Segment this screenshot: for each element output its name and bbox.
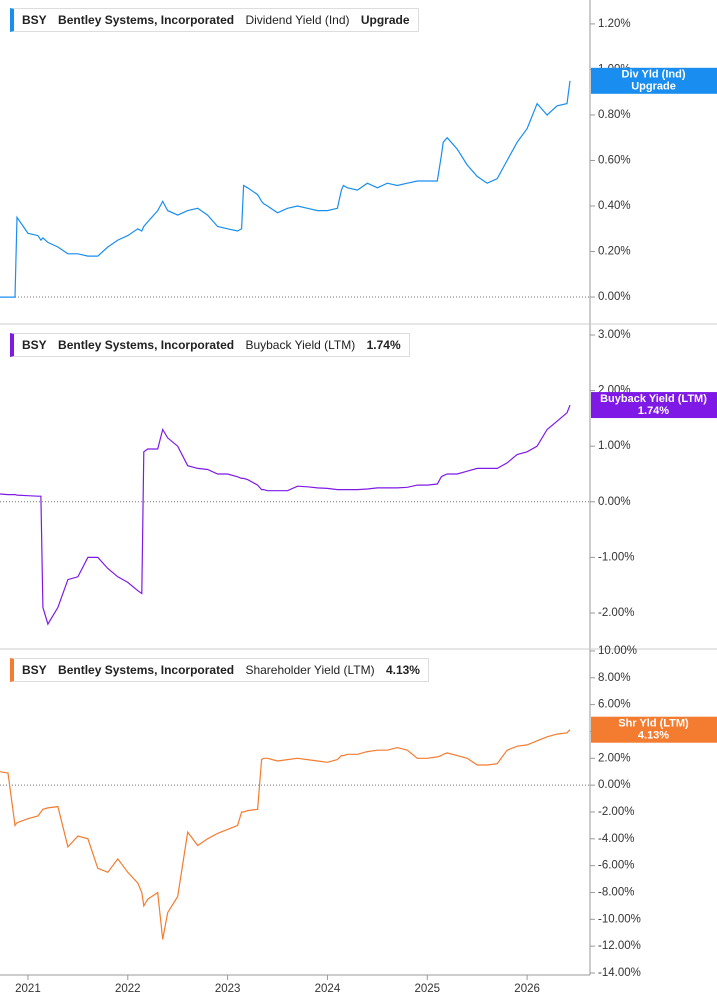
series-line — [0, 80, 571, 298]
y-tick-label: 3.00% — [598, 329, 631, 341]
badge-name: Div Yld (Ind) — [622, 69, 686, 81]
badge-name: Shr Yld (LTM) — [618, 718, 689, 730]
badge-value: Upgrade — [631, 81, 676, 93]
y-tick-label: 8.00% — [598, 672, 631, 684]
y-tick-label: 0.00% — [598, 779, 631, 791]
legend: BSY Bentley Systems, Incorporated Divide… — [10, 8, 419, 32]
y-tick-label: -8.00% — [598, 887, 634, 899]
series-line — [0, 404, 571, 626]
value-badge — [591, 716, 717, 743]
badge-value: 4.13% — [638, 730, 669, 742]
y-tick-label: -2.00% — [598, 806, 634, 818]
ticker: BSY — [22, 663, 47, 677]
y-tick-label: 10.00% — [598, 645, 637, 657]
series-name: Shareholder Yield (LTM) — [245, 663, 375, 677]
series-name: Buyback Yield (LTM) — [245, 338, 356, 352]
y-tick-label: 2.00% — [598, 752, 631, 764]
x-tick-label: 2024 — [315, 983, 341, 995]
badge-value: 1.74% — [638, 405, 669, 417]
status[interactable]: Upgrade — [360, 13, 410, 27]
value-badge — [591, 67, 717, 94]
badge-name: Buyback Yield (LTM) — [600, 393, 707, 405]
company: Bentley Systems, Incorporated — [58, 338, 235, 352]
legend: BSY Bentley Systems, Incorporated Shareh… — [10, 658, 429, 682]
company: Bentley Systems, Incorporated — [58, 13, 235, 27]
x-tick-label: 2023 — [215, 983, 241, 995]
y-tick-label: -2.00% — [598, 607, 634, 619]
y-tick-label: -4.00% — [598, 833, 634, 845]
y-tick-label: 6.00% — [598, 699, 631, 711]
ticker: BSY — [22, 13, 47, 27]
y-tick-label: 0.80% — [598, 109, 631, 121]
y-tick-label: 0.40% — [598, 200, 631, 212]
series-line — [0, 729, 571, 940]
y-tick-label: -14.00% — [598, 967, 641, 979]
series-name: Dividend Yield (Ind) — [245, 13, 350, 27]
x-tick-label: 2021 — [15, 983, 41, 995]
ticker: BSY — [22, 338, 47, 352]
value-badge — [591, 392, 717, 419]
company: Bentley Systems, Incorporated — [58, 663, 235, 677]
legend: BSY Bentley Systems, Incorporated Buybac… — [10, 333, 410, 357]
x-tick-label: 2022 — [115, 983, 141, 995]
y-tick-label: 0.20% — [598, 246, 631, 258]
last-value: 1.74% — [366, 338, 401, 352]
y-tick-label: 1.00% — [598, 440, 631, 452]
y-tick-label: -1.00% — [598, 551, 634, 563]
y-tick-label: 0.60% — [598, 155, 631, 167]
y-tick-label: 1.20% — [598, 18, 631, 30]
x-tick-label: 2025 — [414, 983, 440, 995]
y-tick-label: 0.00% — [598, 291, 631, 303]
y-tick-label: -6.00% — [598, 860, 634, 872]
y-tick-label: -12.00% — [598, 940, 641, 952]
x-tick-label: 2026 — [514, 983, 540, 995]
y-tick-label: -10.00% — [598, 913, 641, 925]
last-value: 4.13% — [385, 663, 420, 677]
y-tick-label: 0.00% — [598, 496, 631, 508]
